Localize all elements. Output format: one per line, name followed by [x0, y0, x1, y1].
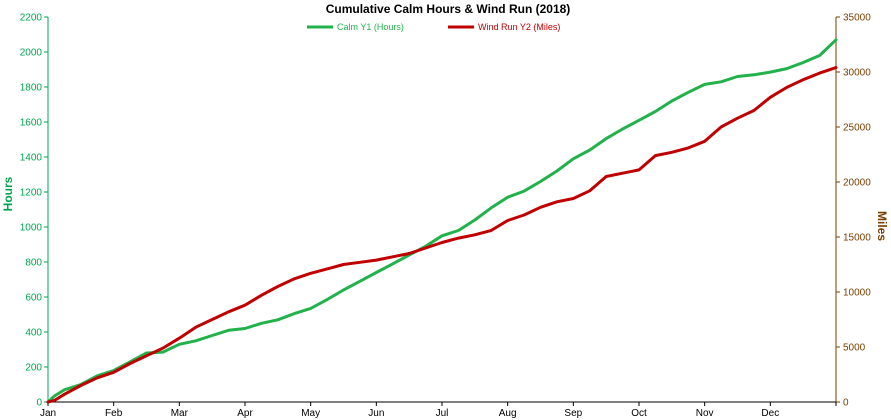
legend-label-windrun: Wind Run Y2 (Miles)	[478, 22, 560, 32]
y1-tick-label: 1600	[20, 118, 43, 129]
y1-tick-label: 1800	[20, 83, 43, 94]
y1-tick-label: 1000	[20, 223, 43, 234]
x-tick-label: Aug	[499, 408, 517, 419]
legend: Calm Y1 (Hours) Wind Run Y2 (Miles)	[307, 22, 560, 32]
y2-tick-label: 25000	[843, 123, 871, 134]
x-tick-label: Apr	[237, 408, 253, 419]
y2-tick-label: 0	[843, 398, 849, 409]
x-tick-label: Oct	[631, 408, 647, 419]
x-tick-label: Dec	[761, 408, 779, 419]
y1-tick-label: 200	[25, 363, 42, 374]
y2-tick-label: 10000	[843, 288, 871, 299]
x-tick-label: May	[301, 408, 320, 419]
y2-tick-label: 5000	[843, 343, 866, 354]
y1-tick-label: 2000	[20, 48, 43, 59]
y2-tick-label: 20000	[843, 178, 871, 189]
chart-title: Cumulative Calm Hours & Wind Run (2018)	[326, 2, 571, 16]
series-layer	[46, 38, 838, 404]
y2-tick-label: 35000	[843, 13, 871, 24]
x-tick-label: Jan	[40, 408, 56, 419]
y1-tick-label: 2200	[20, 13, 43, 24]
y1-tick-label: 600	[25, 293, 42, 304]
y1-tick-label: 0	[36, 398, 42, 409]
x-tick-label: Jul	[436, 408, 449, 419]
x-tick-label: Jun	[368, 408, 384, 419]
series-line-calm	[46, 38, 838, 404]
x-tick-label: Nov	[696, 408, 714, 419]
y1-axis-title: Hours	[1, 176, 15, 211]
x-tick-label: Sep	[564, 408, 582, 419]
legend-label-calm: Calm Y1 (Hours)	[337, 22, 404, 32]
x-tick-label: Mar	[171, 408, 189, 419]
y1-tick-label: 1400	[20, 153, 43, 164]
y2-tick-label: 30000	[843, 68, 871, 79]
series-line-windrun	[46, 66, 838, 404]
y2-tick-label: 15000	[843, 233, 871, 244]
y1-tick-label: 800	[25, 258, 42, 269]
y2-axis-title: Miles	[875, 211, 889, 241]
y1-tick-label: 400	[25, 328, 42, 339]
y1-tick-label: 1200	[20, 188, 43, 199]
x-tick-label: Feb	[105, 408, 123, 419]
axes: 0 200 400 600 800 1000 1200 1400 1600 1800 2000 220…	[20, 13, 871, 420]
